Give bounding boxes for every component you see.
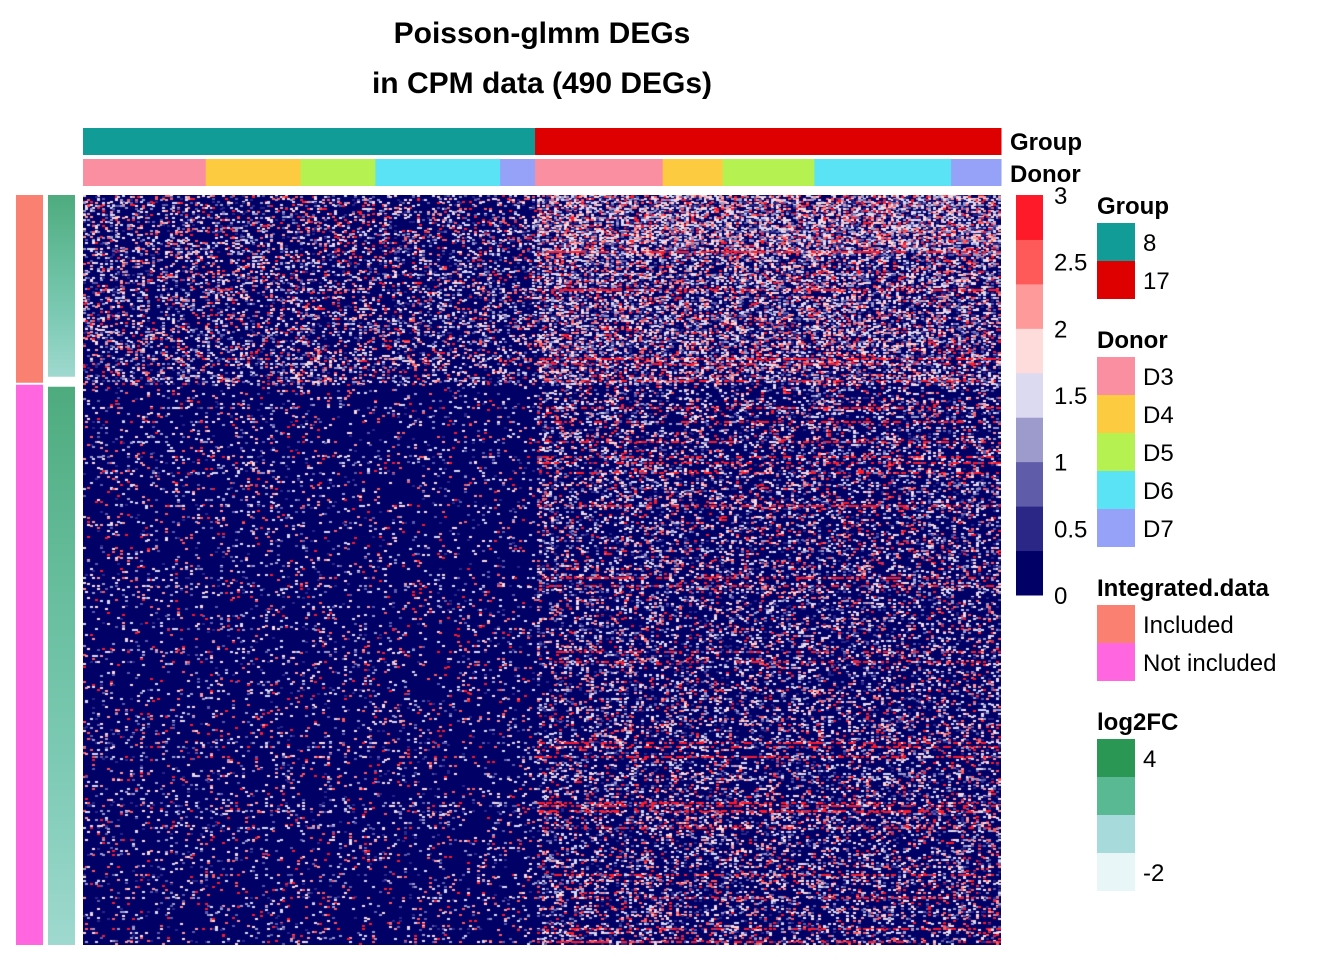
legend-item-label: D7 — [1143, 516, 1174, 543]
legend-swatch — [1097, 223, 1135, 261]
legend-item-label: -2 — [1143, 860, 1164, 887]
row-annotations — [16, 195, 75, 945]
colorbar-swatch-8 — [1016, 195, 1043, 240]
legend-swatch — [1097, 471, 1135, 509]
group-annotation-segment-8 — [83, 128, 536, 155]
legend-swatch — [1097, 509, 1135, 547]
value-colorbar: 3 2.5 2 1.5 1 0.5 0 — [1016, 183, 1087, 610]
heatmap-cells — [83, 195, 1001, 945]
legend-item-label: 17 — [1143, 268, 1170, 295]
legend-item-label: D3 — [1143, 364, 1174, 391]
colorbar-tick-label: 1.5 — [1054, 383, 1087, 410]
donor-annotation-segment-8-D7 — [500, 159, 536, 186]
colorbar-swatch-0 — [1016, 550, 1043, 596]
legend-swatch — [1097, 433, 1135, 471]
legend-swatch — [1097, 777, 1135, 815]
integrated-annotation-segment-not-included — [16, 384, 43, 945]
legend-title-integrated-data: Integrated.data — [1097, 575, 1270, 602]
donor-annotation-label: Donor — [1010, 161, 1081, 188]
legend-item-label: D5 — [1143, 440, 1174, 467]
colorbar-tick-label: 3 — [1054, 183, 1067, 210]
donor-annotation-segment-17-D7 — [951, 159, 1002, 186]
colorbar-tick-label: 0 — [1054, 583, 1067, 610]
legend-swatch — [1097, 261, 1135, 299]
legend-swatch — [1097, 605, 1135, 643]
colorbar-swatch-6 — [1016, 283, 1043, 329]
legend-swatch — [1097, 739, 1135, 777]
donor-annotation-segment-8-D4 — [205, 159, 302, 186]
donor-annotation-segment-17-D4 — [662, 159, 724, 186]
group-annotation-segment-17 — [535, 128, 1002, 155]
donor-annotation-segment-17-D6 — [814, 159, 952, 186]
column-annotations — [83, 128, 1002, 186]
donor-annotation-segment-8-D6 — [375, 159, 501, 186]
legend-item-label: 4 — [1143, 746, 1156, 773]
colorbar-swatch-1 — [1016, 506, 1043, 552]
legend-swatch — [1097, 853, 1135, 891]
legend-item-label: Included — [1143, 612, 1234, 639]
legend-swatch — [1097, 815, 1135, 853]
legend-title-group: Group — [1097, 193, 1169, 220]
legends: Group 8 17 Donor D3 D4 D5 D6 D7 Integrated.data In… — [1097, 193, 1276, 891]
donor-annotation-segment-17-D3 — [535, 159, 664, 186]
colorbar-swatch-5 — [1016, 328, 1043, 374]
heatmap-body — [83, 195, 1001, 945]
colorbar-swatch-4 — [1016, 372, 1043, 418]
donor-annotation-segment-17-D5 — [722, 159, 815, 186]
colorbar-swatch-7 — [1016, 239, 1043, 285]
colorbar-tick-label: 2.5 — [1054, 250, 1087, 277]
legend-item-label: 8 — [1143, 230, 1156, 257]
legend-swatch — [1097, 395, 1135, 433]
chart-title-line2: in CPM data (490 DEGs) — [372, 67, 712, 100]
legend-item-label: D4 — [1143, 402, 1174, 429]
legend-title-log2fc: log2FC — [1097, 709, 1178, 736]
colorbar-tick-label: 1 — [1054, 450, 1067, 477]
colorbar-swatch-3 — [1016, 417, 1043, 463]
legend-item-label: D6 — [1143, 478, 1174, 505]
integrated-annotation-segment-included — [16, 195, 43, 383]
legend-item-label: Not included — [1143, 650, 1276, 677]
legend-swatch — [1097, 643, 1135, 681]
legend-swatch — [1097, 357, 1135, 395]
log2fc-annotation-not-included — [48, 386, 75, 945]
colorbar-tick-label: 0.5 — [1054, 516, 1087, 543]
log2fc-annotation-included — [48, 195, 75, 377]
donor-annotation-segment-8-D5 — [300, 159, 376, 186]
group-annotation-label: Group — [1010, 129, 1082, 156]
colorbar-tick-label: 2 — [1054, 316, 1067, 343]
colorbar-swatch-2 — [1016, 461, 1043, 507]
chart-title-line1: Poisson-glmm DEGs — [394, 17, 691, 50]
donor-annotation-segment-8-D3 — [83, 159, 207, 186]
legend-title-donor: Donor — [1097, 327, 1168, 354]
